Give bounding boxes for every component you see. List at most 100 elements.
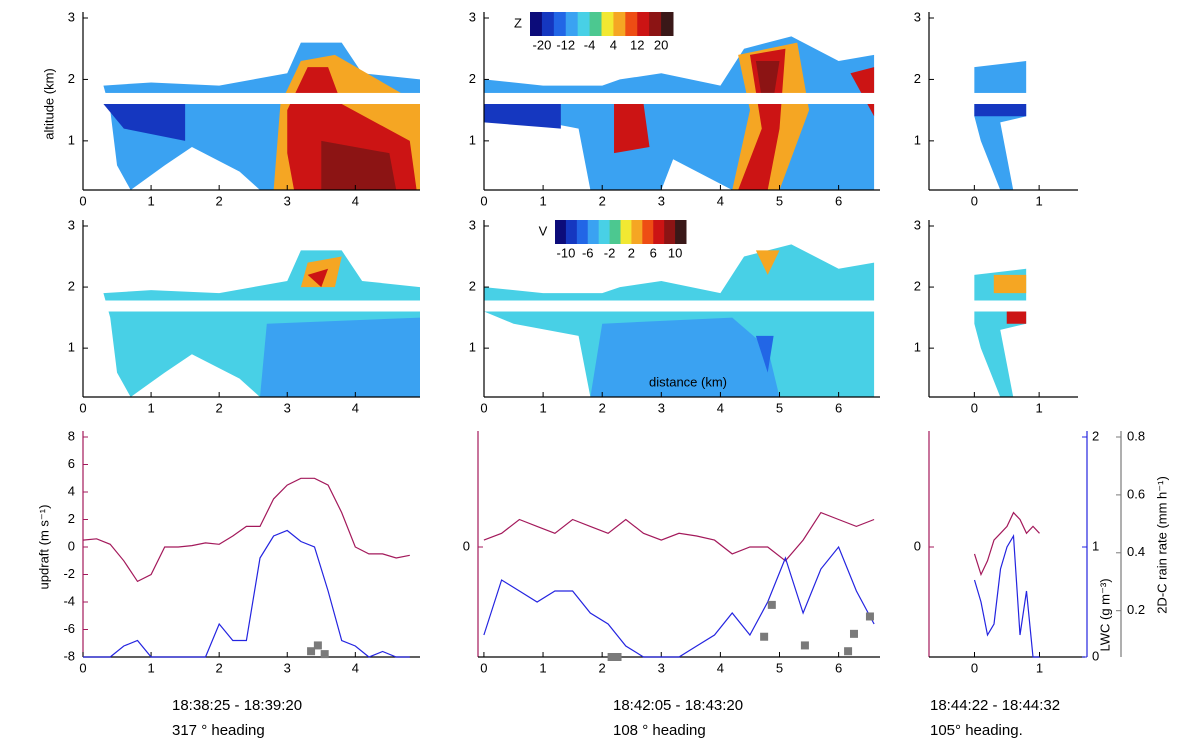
x-tick-label: 2 — [216, 400, 223, 415]
colorbar-swatch — [613, 12, 626, 36]
data-gap — [929, 92, 1078, 104]
rain-rate-point — [607, 653, 616, 661]
x-tick-label: 1 — [539, 193, 546, 208]
radar-echo — [103, 104, 186, 141]
y2-tick-label: 2 — [1092, 428, 1099, 443]
radar-echo — [755, 250, 780, 275]
y-tick-label: 1 — [68, 340, 75, 355]
y3-tick-label: 0.8 — [1127, 428, 1145, 443]
y-tick-label: 0 — [68, 538, 75, 553]
x-tick-label: 5 — [776, 400, 783, 415]
y2-axis-label: LWC (g m⁻³) — [1097, 578, 1112, 651]
updraft-line — [82, 477, 410, 583]
x-tick-label: 6 — [835, 193, 842, 208]
x-tick-label: 0 — [79, 400, 86, 415]
panel-caption: 108 ° heading — [613, 722, 706, 739]
radar-echo — [321, 140, 397, 190]
colorbar-swatch — [664, 220, 676, 244]
colorbar-swatch — [620, 220, 632, 244]
rain-rate-point — [760, 632, 769, 641]
x-tick-label: 0 — [480, 400, 487, 415]
colorbar-swatch — [625, 12, 638, 36]
colorbar-swatch — [555, 220, 567, 244]
y-tick-label: 1 — [914, 340, 921, 355]
y-tick-label: -6 — [63, 621, 75, 636]
panel-caption: 317 ° heading — [172, 722, 265, 739]
x-tick-label: 0 — [971, 660, 978, 675]
y-tick-label: 3 — [68, 217, 75, 232]
y2-tick-label: 0 — [1092, 648, 1099, 663]
y-tick-label: 1 — [469, 132, 476, 147]
colorbar-tick-label: 6 — [650, 245, 657, 260]
x-tick-label: 5 — [776, 660, 783, 675]
y-tick-label: 4 — [68, 483, 75, 498]
colorbar-swatch — [642, 220, 654, 244]
panel-caption: 18:44:22 - 18:44:32 — [930, 697, 1060, 714]
y-tick-label: 1 — [469, 340, 476, 355]
rain-rate-point — [865, 612, 874, 621]
x-tick-label: 0 — [971, 193, 978, 208]
data-gap — [929, 300, 1078, 312]
updraft-line — [973, 511, 1040, 577]
y-tick-label: -8 — [63, 648, 75, 663]
radar-echo — [1006, 311, 1027, 324]
radar-echo — [974, 61, 1027, 190]
lwc-line — [483, 545, 875, 658]
radar-echo — [307, 268, 329, 288]
colorbar-swatch — [675, 220, 687, 244]
x-tick-label: 2 — [599, 400, 606, 415]
colorbar-swatch — [576, 220, 589, 244]
y-tick-label: 2 — [68, 279, 75, 294]
data-gap — [484, 92, 880, 104]
colorbar-tick-label: -10 — [557, 245, 576, 260]
colorbar-tick-label: -2 — [604, 245, 616, 260]
x-tick-label: 3 — [658, 400, 665, 415]
y-tick-label: 2 — [469, 71, 476, 86]
colorbar-swatch — [530, 12, 543, 36]
colorbar-tick-label: -6 — [582, 245, 594, 260]
rain-rate-point — [313, 641, 322, 650]
x-tick-label: 4 — [717, 193, 724, 208]
radar-echo — [755, 61, 780, 98]
y3-tick-label: 0.2 — [1127, 602, 1145, 617]
y3-axis-label: 2D-C rain rate (mm h⁻¹) — [1154, 476, 1169, 614]
x-tick-label: 3 — [658, 193, 665, 208]
x-tick-label: 1 — [539, 660, 546, 675]
y-tick-label: 0 — [914, 538, 921, 553]
radar-echo — [974, 104, 1027, 117]
data-gap — [83, 300, 420, 312]
colorbar-swatch — [553, 12, 567, 36]
x-tick-label: 4 — [352, 660, 359, 675]
colorbar-label: Z — [514, 15, 522, 30]
y2-tick-label: 1 — [1092, 538, 1099, 553]
y-tick-label: 2 — [914, 71, 921, 86]
colorbar-swatch — [661, 12, 674, 36]
colorbar-swatch — [609, 220, 621, 244]
colorbar-swatch — [631, 220, 643, 244]
colorbar-swatch — [565, 220, 578, 244]
y-tick-label: 8 — [68, 428, 75, 443]
x-tick-label: 1 — [1036, 660, 1043, 675]
updraft-line — [483, 511, 875, 562]
colorbar-swatch — [577, 12, 591, 36]
x-tick-label: 0 — [480, 193, 487, 208]
rain-rate-point — [767, 600, 776, 609]
colorbar-swatch — [587, 220, 600, 244]
x-axis-label: distance (km) — [649, 374, 727, 389]
y-axis-label: altitude (km) — [41, 68, 56, 140]
x-tick-label: 6 — [835, 400, 842, 415]
panel-caption: 18:42:05 - 18:43:20 — [613, 697, 743, 714]
colorbar-tick-label: 10 — [668, 245, 682, 260]
radar-echo — [755, 335, 774, 373]
radar-echo — [260, 317, 420, 397]
colorbar-swatch — [637, 12, 650, 36]
y-tick-label: 2 — [68, 511, 75, 526]
x-tick-label: 0 — [480, 660, 487, 675]
y-tick-label: -4 — [63, 593, 75, 608]
x-tick-label: 6 — [835, 660, 842, 675]
lwc-line — [973, 534, 1040, 658]
x-tick-label: 1 — [147, 193, 154, 208]
x-tick-label: 5 — [776, 193, 783, 208]
rain-rate-point — [844, 647, 853, 656]
rain-rate-point — [307, 647, 316, 656]
